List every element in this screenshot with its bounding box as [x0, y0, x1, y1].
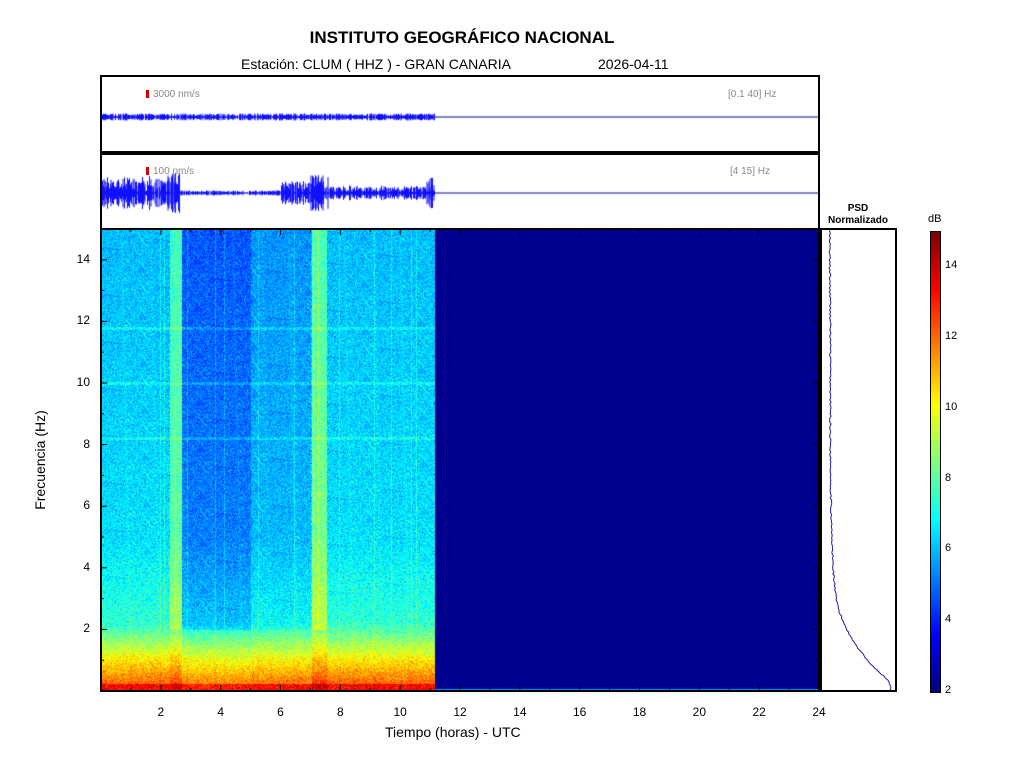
page-title: INSTITUTO GEOGRÁFICO NACIONAL	[309, 28, 615, 47]
y-axis-label: Frecuencia (Hz)	[32, 410, 48, 510]
psd-line	[828, 230, 892, 690]
psd-title-line2: Normalizado	[827, 215, 888, 226]
x-axis-label: Tiempo (horas) - UTC	[385, 724, 521, 740]
x-tick-label: 6	[277, 705, 284, 719]
colorbar-unit: dB	[928, 213, 942, 225]
colorbar-tick-label: 12	[945, 330, 958, 343]
x-tick-label: 2	[157, 705, 165, 719]
station-label: Estación: CLUM ( HHZ ) - GRAN CANARIA	[241, 56, 511, 72]
colorbar-tick-label: 6	[945, 542, 952, 555]
filtered-band-label: [4 15] Hz	[730, 166, 771, 177]
filtered-trace-panel: 100 nm/s [4 15] Hz	[100, 153, 820, 231]
spectrogram-heatmap	[101, 229, 819, 691]
scale-bar-marker	[146, 167, 149, 175]
y-tick-label: 12	[76, 313, 90, 328]
filtered-scale-label: 100 nm/s	[153, 166, 195, 177]
colorbar-tick-label: 2	[945, 684, 952, 696]
date-label: 2026-04-11	[598, 56, 669, 72]
x-tick-label: 18	[632, 705, 647, 719]
psd-curve	[828, 230, 892, 690]
colorbar-tick-label: 8	[945, 471, 952, 484]
scale-bar-marker	[146, 90, 149, 98]
filtered-trace	[102, 155, 818, 229]
psd-title-line1: PSD	[847, 203, 869, 214]
x-tick-label: 14	[513, 705, 527, 719]
psd-title: PSD Normalizado	[820, 203, 896, 227]
x-tick-label: 24	[812, 705, 826, 719]
colorbar	[930, 231, 941, 693]
psd-panel	[820, 228, 897, 692]
x-tick-label: 10	[393, 705, 407, 719]
y-tick-label: 2	[83, 621, 90, 636]
y-tick-label: 4	[83, 559, 90, 574]
colorbar-tick-label: 14	[945, 259, 958, 272]
y-tick-label: 14	[76, 251, 90, 266]
x-tick-label: 4	[217, 705, 224, 719]
x-tick-label: 22	[752, 705, 766, 719]
broadband-trace	[102, 77, 818, 151]
x-tick-label: 16	[572, 705, 587, 719]
y-tick-label: 10	[76, 375, 90, 389]
x-tick-label: 8	[336, 705, 344, 719]
broadband-band-label: [0.1 40] Hz	[728, 89, 777, 100]
y-tick-label: 6	[83, 498, 90, 513]
broadband-trace-panel: 3000 nm/s [0.1 40] Hz	[100, 75, 820, 153]
colorbar-tick-label: 10	[945, 400, 958, 413]
y-tick-label: 8	[83, 436, 90, 451]
broadband-scale-label: 3000 nm/s	[153, 89, 200, 100]
colorbar-tick-label: 4	[945, 613, 952, 626]
x-tick-label: 20	[692, 705, 706, 719]
x-tick-label: 12	[453, 705, 467, 719]
